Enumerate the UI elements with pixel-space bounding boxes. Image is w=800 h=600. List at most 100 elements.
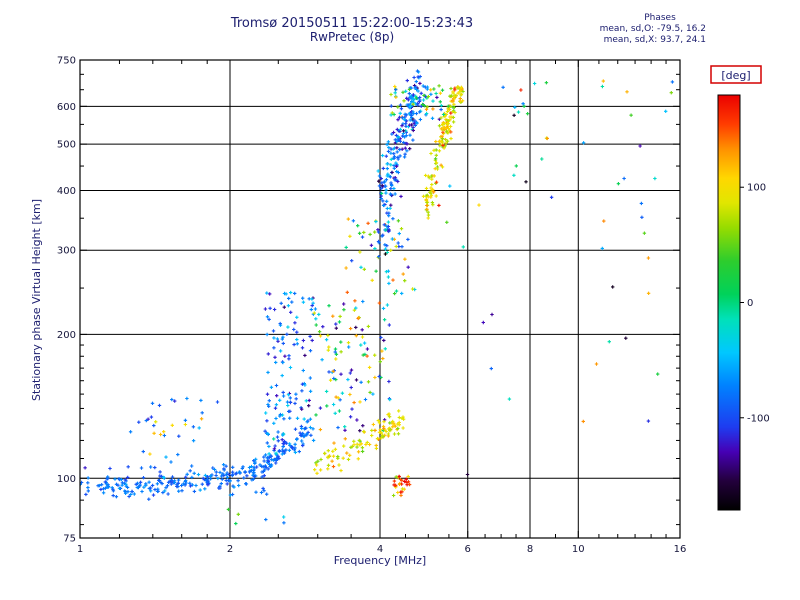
data-point [345, 451, 349, 455]
data-point [393, 84, 397, 89]
data-point [348, 326, 353, 331]
data-point [440, 165, 445, 169]
data-point [449, 136, 453, 141]
data-point [437, 149, 442, 153]
data-point [135, 485, 139, 490]
data-point [385, 142, 389, 147]
data-point [382, 203, 386, 208]
data-point [396, 105, 400, 109]
data-point [151, 493, 156, 497]
data-point [670, 80, 675, 84]
data-point [389, 203, 393, 207]
data-point [355, 418, 359, 422]
data-point [277, 449, 281, 453]
data-point [358, 443, 362, 447]
data-point [176, 478, 181, 482]
data-point [407, 112, 412, 116]
data-point [438, 100, 442, 104]
data-point [397, 415, 401, 420]
y-tick-label: 100 [57, 474, 76, 485]
data-point [190, 475, 194, 480]
data-point [353, 299, 357, 303]
data-point [310, 303, 314, 308]
data-point [336, 425, 340, 430]
data-point [405, 149, 409, 153]
data-point [274, 383, 279, 388]
data-point [446, 121, 450, 126]
data-point [446, 104, 450, 108]
data-point [388, 427, 392, 432]
data-point [330, 459, 334, 463]
data-point [272, 457, 277, 462]
data-point [399, 493, 403, 498]
data-point [177, 489, 181, 493]
data-point [192, 489, 197, 494]
data-point [266, 459, 271, 464]
data-point [348, 371, 352, 375]
data-point [545, 136, 549, 141]
data-point [390, 183, 394, 188]
data-point [301, 368, 305, 373]
data-point [315, 471, 319, 475]
data-point [190, 464, 194, 468]
data-point [377, 255, 381, 259]
data-point [451, 99, 455, 104]
data-point [161, 490, 165, 495]
data-point [285, 400, 290, 404]
data-point [188, 469, 192, 473]
data-point [268, 306, 272, 310]
data-point [259, 490, 264, 495]
data-point [386, 172, 390, 176]
data-point [342, 444, 346, 448]
data-point [364, 442, 368, 447]
data-point [197, 426, 201, 430]
data-point [338, 398, 342, 402]
deg-label-box [710, 65, 762, 84]
data-point [111, 493, 115, 498]
data-point [318, 427, 323, 432]
data-point [117, 486, 122, 490]
data-point [377, 421, 382, 425]
data-point [437, 203, 441, 208]
data-point [281, 394, 286, 398]
data-point [387, 379, 391, 384]
data-point [302, 434, 307, 438]
data-point [123, 478, 127, 482]
data-point [175, 484, 179, 489]
data-point [336, 454, 340, 459]
data-point [273, 406, 278, 410]
data-point [226, 507, 231, 512]
data-point [384, 154, 388, 158]
data-point [334, 357, 338, 361]
data-point [334, 326, 338, 330]
data-point [347, 345, 351, 349]
data-point [293, 427, 298, 431]
data-point [388, 175, 393, 179]
data-point [114, 495, 119, 499]
data-point [311, 301, 315, 305]
data-point [170, 397, 174, 402]
y-tick-label: 600 [57, 102, 76, 113]
data-point [594, 362, 599, 366]
data-point [160, 474, 164, 479]
data-point [365, 440, 369, 445]
data-point [337, 409, 342, 413]
data-point [399, 194, 403, 199]
data-point [440, 134, 444, 138]
data-point [410, 287, 415, 291]
data-point [144, 483, 148, 487]
data-point [624, 336, 628, 340]
data-point [162, 430, 166, 434]
data-point [164, 455, 168, 459]
data-point [374, 269, 378, 273]
data-point [365, 347, 370, 351]
data-point [405, 96, 409, 100]
data-point [429, 151, 433, 156]
grid-lines [80, 60, 680, 538]
data-point [349, 368, 354, 372]
data-point [365, 354, 369, 358]
data-point [581, 419, 585, 424]
data-point [396, 157, 400, 161]
data-point [430, 177, 434, 181]
